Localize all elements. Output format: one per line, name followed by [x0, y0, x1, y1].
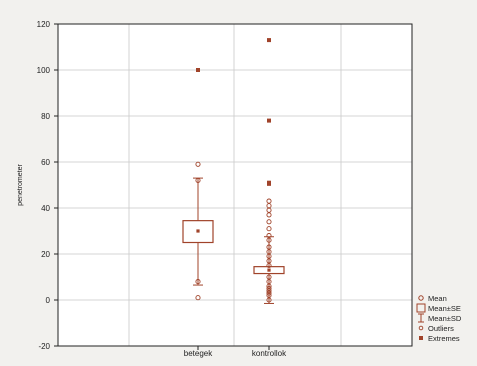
plot-area: [58, 24, 412, 346]
outlier-point: [266, 198, 272, 204]
legend-label: Extremes: [428, 334, 460, 343]
legend-item: Mean: [418, 294, 447, 303]
outlier-point: [266, 226, 272, 232]
box-group-kontrollok: [253, 38, 285, 304]
x-tick-label: kontrollok: [252, 349, 287, 358]
outlier-point: [195, 161, 201, 167]
outlier-point: [195, 295, 201, 301]
gridlines: [58, 24, 412, 346]
y-tick-label: -20: [38, 342, 50, 351]
legend-se-icon: [416, 303, 426, 313]
se-box: [182, 220, 214, 244]
outlier-point: [266, 274, 272, 280]
mean-marker: [196, 229, 200, 233]
y-tick-label: 100: [37, 66, 51, 75]
y-tick-label: 40: [41, 204, 50, 213]
x-tick-label: betegek: [184, 349, 213, 358]
legend-mean-icon: [418, 295, 424, 301]
legend-item: Mean±SE: [416, 303, 461, 313]
y-tick-label: 60: [41, 158, 50, 167]
plot-frame: [57, 23, 413, 347]
legend-item: Mean±SD: [418, 313, 462, 323]
legend-label: Outliers: [428, 324, 454, 333]
legend-outlier-icon: [418, 325, 424, 331]
outlier-point: [195, 279, 201, 285]
chart-marks: [182, 38, 285, 304]
extreme-point: [267, 118, 271, 123]
mean-marker: [267, 268, 271, 272]
legend-item: Outliers: [418, 324, 454, 333]
outlier-point: [266, 244, 272, 250]
legend-item: Extremes: [419, 334, 460, 343]
y-tick-label: 120: [37, 20, 51, 29]
outlier-point: [195, 177, 201, 183]
legend-label: Mean±SD: [428, 314, 462, 323]
outlier-point: [266, 219, 272, 225]
y-tick-label: 0: [46, 296, 51, 305]
box-group-betegek: [182, 68, 214, 301]
extreme-point: [267, 180, 271, 185]
outlier-point: [266, 233, 272, 239]
legend-extreme-icon: [419, 336, 423, 340]
extreme-point: [196, 68, 200, 72]
y-tick-label: 80: [41, 112, 50, 121]
legend-label: Mean: [428, 294, 447, 303]
se-box: [253, 266, 285, 275]
extreme-point: [267, 38, 271, 43]
outlier-point: [266, 285, 272, 292]
x-axis-ticks: betegek kontrollok: [184, 346, 287, 358]
y-axis-ticks: -20 0 20 40 60 80 100 120: [37, 20, 58, 351]
y-tick-label: 20: [41, 250, 50, 259]
y-axis-label: penetrometer: [17, 164, 24, 206]
legend-label: Mean±SE: [428, 304, 461, 313]
